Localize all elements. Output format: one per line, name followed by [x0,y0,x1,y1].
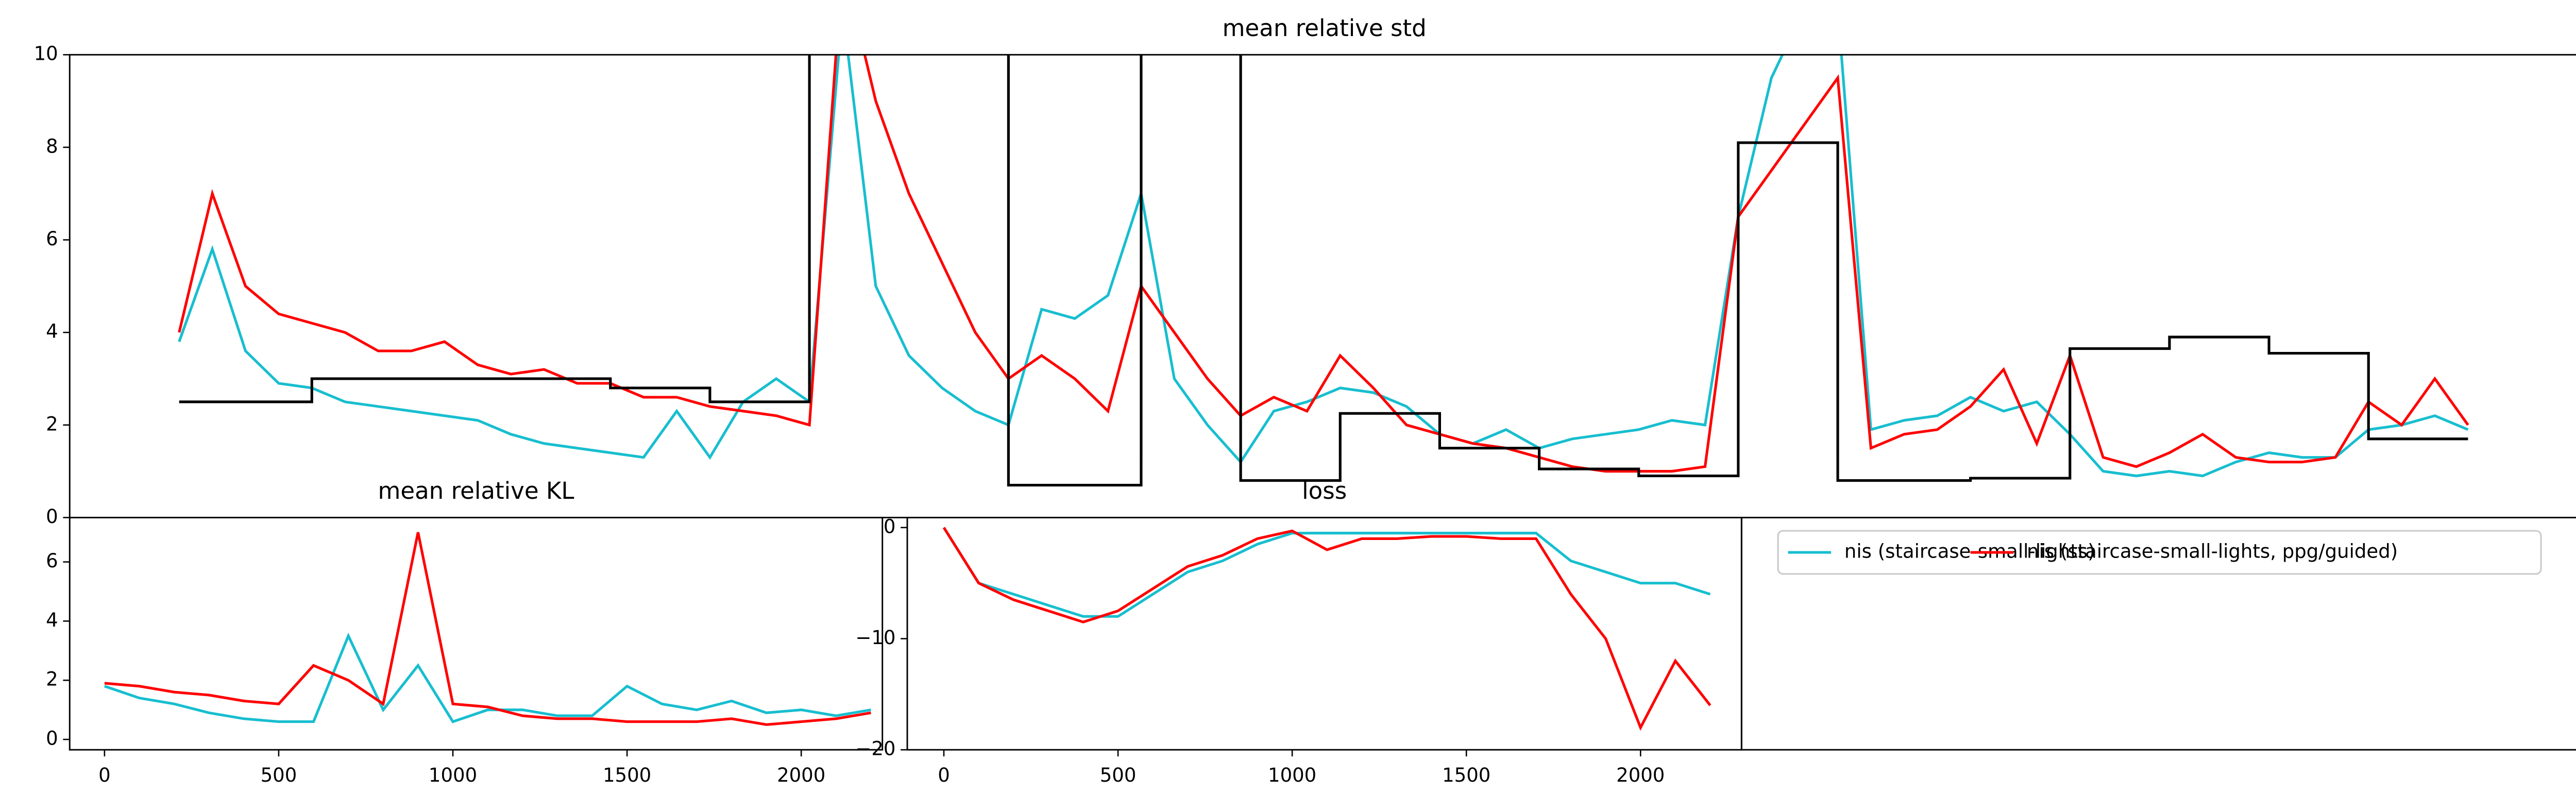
chart-title: loss [1302,477,1347,504]
x-tick-label: 1000 [429,764,477,786]
x-tick-label: 1000 [1268,764,1316,786]
legend-box [1777,530,2542,575]
data-line [178,55,2469,473]
legend-label: nis (staircase-small-lights) [1844,541,2095,563]
x-tick-label: 500 [1100,764,1137,786]
x-tick-label: 500 [261,764,297,786]
y-tick-label: 2 [46,413,58,435]
y-tick-label: −10 [855,627,895,649]
data-line [178,55,2469,478]
y-tick-label: 6 [46,550,58,572]
x-tick-label: 0 [98,764,111,786]
y-tick-label: 4 [46,609,58,631]
x-tick-label: 1500 [603,764,651,786]
y-tick-label: −20 [855,738,895,760]
y-tick-label: 8 [46,135,58,157]
axes-frame [69,516,884,751]
y-tick-label: 0 [46,505,58,528]
y-tick-label: 0 [46,728,58,750]
chart-title: mean relative std [1223,14,1427,42]
data-line [942,527,1711,731]
x-tick-label: 0 [938,764,950,786]
x-tick-label: 2000 [1616,764,1665,786]
x-tick-label: 1500 [1442,764,1490,786]
y-tick-label: 6 [46,228,58,250]
axes-frame [1740,516,2576,751]
y-tick-label: 2 [46,668,58,690]
data-line [179,55,2468,487]
y-tick-label: 0 [884,515,896,537]
y-tick-label: 4 [46,320,58,343]
data-line [942,527,1711,618]
x-tick-label: 2000 [777,764,825,786]
legend-label: nis (staircase-small-lights, ppg/guided) [2027,541,2398,563]
data-line [104,632,871,723]
chart-title: mean relative KL [378,477,574,504]
data-line [104,532,871,726]
y-tick-label: 10 [34,43,58,65]
